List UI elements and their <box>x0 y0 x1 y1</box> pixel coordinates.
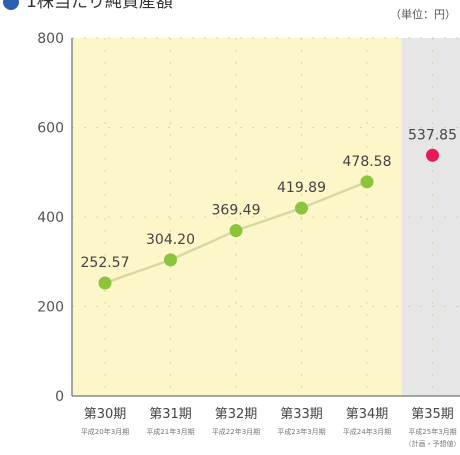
x-category-sublabel: 平成22年3月期 <box>212 427 260 436</box>
data-point <box>98 276 112 290</box>
x-category-sublabel: 平成24年3月期 <box>343 427 391 436</box>
y-ticks: 0 200 400 600 800 <box>37 31 64 405</box>
forecast-point <box>426 148 439 162</box>
y-tick-label: 200 <box>37 300 64 316</box>
x-category-label: 第31期 <box>149 407 192 422</box>
unit-label: （単位：円） <box>390 7 456 21</box>
grid-lines <box>72 37 460 396</box>
x-category-sublabel: 平成21年3月期 <box>146 427 194 436</box>
data-point <box>229 224 243 238</box>
y-tick-label: 0 <box>55 389 64 405</box>
x-category-label: 第35期 <box>411 407 454 422</box>
data-points <box>98 148 439 290</box>
y-tick-label: 800 <box>37 31 64 47</box>
data-label: 537.85 <box>408 127 457 143</box>
data-point <box>360 175 374 189</box>
y-tick-label: 600 <box>37 121 64 137</box>
data-label: 419.89 <box>277 180 326 196</box>
x-category-label: 第32期 <box>215 407 258 422</box>
x-category-sublabel: 平成20年3月期 <box>81 427 129 436</box>
title-bullet-icon <box>3 0 19 10</box>
forecast-period-background <box>401 38 460 396</box>
data-label: 478.58 <box>343 154 392 170</box>
data-label: 252.57 <box>81 255 130 271</box>
x-category-sublabel: 平成23年3月期 <box>277 427 325 436</box>
chart-title: 1株当たり純資産額 <box>26 0 173 12</box>
forecast-note: （計画・予想値） <box>405 439 460 448</box>
x-category-label: 第33期 <box>280 407 323 422</box>
y-tick-label: 400 <box>37 210 64 226</box>
data-point <box>164 253 177 267</box>
data-label: 304.20 <box>146 232 195 248</box>
actual-period-background <box>72 38 402 396</box>
data-point <box>295 201 308 215</box>
x-category-label: 第34期 <box>346 407 389 422</box>
x-category-sublabel: 平成25年3月期 <box>408 427 456 436</box>
x-category-label: 第30期 <box>84 407 127 422</box>
data-labels: 252.57 304.20 369.49 419.89 478.58 537.85 <box>81 127 458 271</box>
data-label: 369.49 <box>212 203 261 219</box>
